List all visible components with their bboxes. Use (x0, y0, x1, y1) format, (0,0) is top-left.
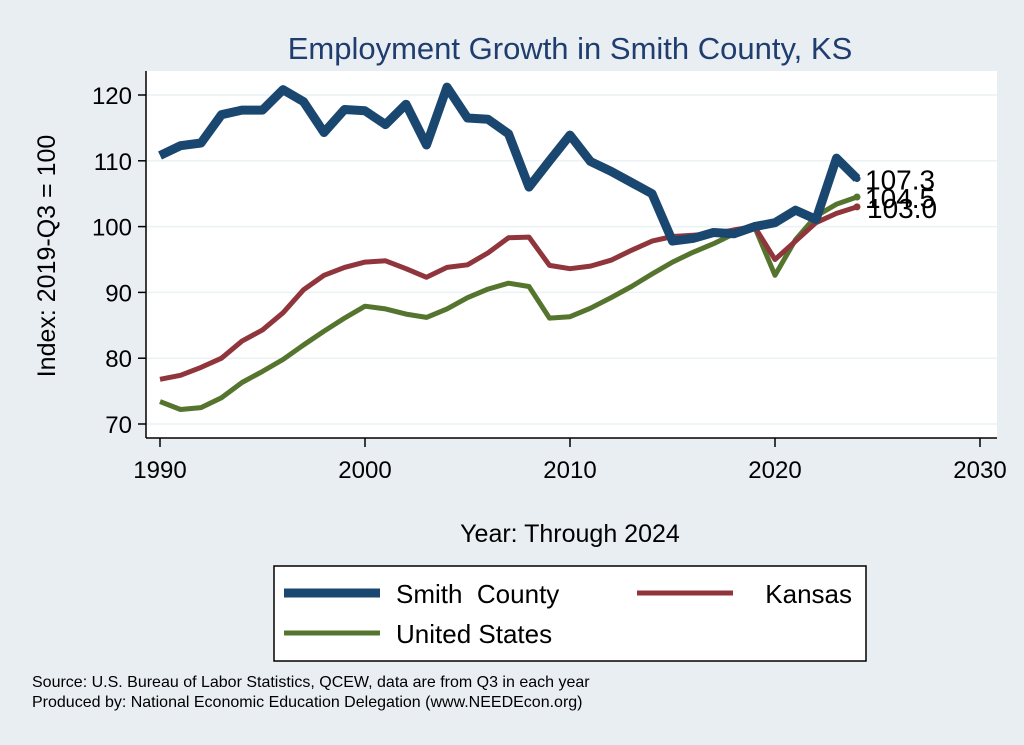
y-tick-label-80: 80 (105, 346, 132, 373)
x-tick-label-2000: 2000 (338, 457, 391, 484)
x-tick-label-2030: 2030 (953, 457, 1006, 484)
chart-title: Employment Growth in Smith County, KS (288, 31, 853, 66)
series-lines (158, 82, 861, 412)
x-axis-title: Year: Through 2024 (460, 520, 680, 548)
source-note: Source: U.S. Bureau of Labor Statistics,… (32, 674, 590, 691)
y-tick-label-110: 110 (94, 149, 132, 176)
end-point-united-states (853, 193, 861, 201)
x-tick-label-2020: 2020 (748, 457, 801, 484)
series-line-smith-county (158, 82, 861, 246)
legend: Smith County Kansas United States (273, 565, 867, 662)
y-tick-label-100: 100 (92, 215, 132, 242)
end-label-united-states: 104.5 (865, 183, 935, 214)
end-point-kansas (853, 203, 861, 211)
y-axis-title: Index: 2019-Q3 = 100 (33, 135, 61, 378)
axes: 70 80 90 100 110 120 1990 2000 2010 2020 2030 (92, 71, 1007, 484)
producer-note: Produced by: National Economic Education… (32, 694, 583, 711)
legend-label-kansas: Kansas (765, 579, 852, 609)
legend-label-smith-county: Smith County (396, 579, 559, 609)
plot-area (146, 71, 997, 438)
legend-label-united-states: United States (396, 619, 552, 649)
y-tick-label-120: 120 (92, 83, 132, 110)
y-tick-label-90: 90 (105, 280, 132, 307)
end-label-kansas: 103.0 (867, 193, 937, 224)
end-label-smith-county: 107.3 (865, 165, 935, 196)
x-tick-label-1990: 1990 (133, 457, 186, 484)
legend-box (273, 565, 867, 662)
y-tick-label-70: 70 (105, 412, 132, 439)
x-tick-label-2010: 2010 (543, 457, 596, 484)
end-point-smith-county (853, 175, 861, 183)
